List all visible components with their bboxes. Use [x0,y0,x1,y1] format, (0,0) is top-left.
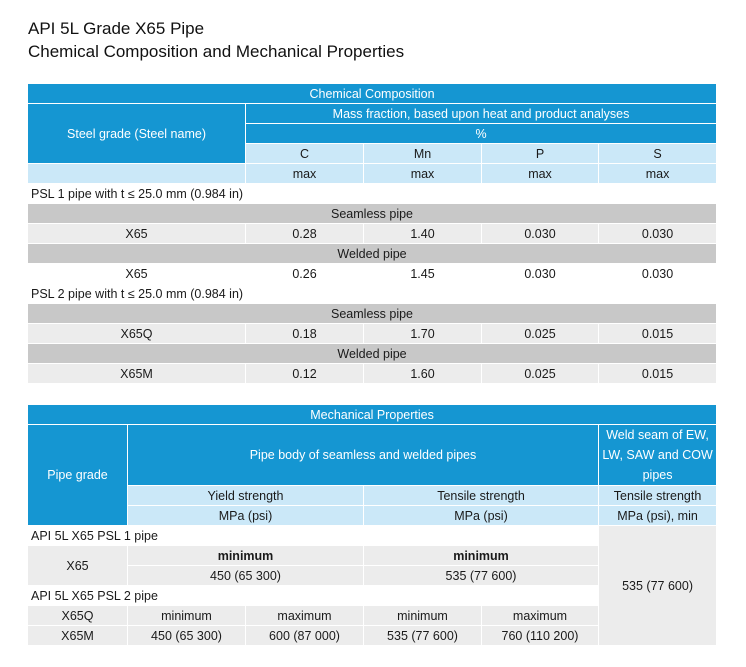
table-row: X65 0.28 1.40 0.030 0.030 [27,223,718,244]
grade-cell: X65M [27,363,246,384]
table-row: X65Q minimum maximum minimum maximum [27,605,717,626]
grade-cell: X65M [27,625,128,646]
steel-grade-header: Steel grade (Steel name) [27,103,246,164]
grade-cell: X65Q [27,323,246,344]
welded-pipe-label: Welded pipe [26,243,718,264]
limit-label: max [481,163,599,184]
tensile-max-value: 760 (110 200) [481,625,599,646]
limit-label: max [363,163,482,184]
page-title: API 5L Grade X65 Pipe [28,19,205,38]
blank-cell [27,163,246,184]
value-cell: 0.18 [245,323,364,344]
value-cell: 0.030 [597,223,718,244]
weld-seam-header: Weld seam of EW, LW, SAW and COW pipes [597,424,718,486]
yield-minimum-label: minimum [127,605,246,626]
element-header-mn: Mn [363,143,482,164]
grade-cell: X65 [27,545,128,586]
pipe-grade-header: Pipe grade [27,424,128,526]
weld-unit: MPa (psi), min [597,505,718,526]
value-cell: 1.45 [363,263,482,284]
value-cell: 0.26 [245,263,364,284]
chemical-table-title: Chemical Composition [26,83,718,104]
weld-tensile-header: Tensile strength [597,485,718,506]
page-subtitle: Chemical Composition and Mechanical Prop… [28,42,405,61]
weld-tensile-value: 535 (77 600) [597,525,718,646]
limit-label: max [245,163,364,184]
table-row: X65M 450 (65 300) 600 (87 000) 535 (77 6… [27,625,717,646]
tensile-minimum-label: minimum [363,545,599,566]
table-row: X65 minimum minimum [27,545,717,586]
value-cell: 0.015 [597,323,718,344]
psl1-section-label: PSL 1 pipe with t ≤ 25.0 mm (0.984 in) [26,183,718,204]
element-header-p: P [481,143,599,164]
tensile-maximum-label: maximum [481,605,599,626]
tensile-minimum-label: minimum [363,605,482,626]
value-cell: 1.70 [363,323,482,344]
mechanical-properties-table: Mechanical Properties Pipe grade Pipe bo… [26,404,718,646]
psl2-section-label: PSL 2 pipe with t ≤ 25.0 mm (0.984 in) [26,283,718,304]
element-header-s: S [597,143,718,164]
yield-strength-header: Yield strength [127,485,364,506]
grade-cell: X65 [27,223,246,244]
psl2-section-label: API 5L X65 PSL 2 pipe [27,585,599,606]
table-row: X65M 0.12 1.60 0.025 0.015 [27,363,718,384]
yield-max-value: 600 (87 000) [245,625,364,646]
yield-minimum-label: minimum [127,545,364,566]
percent-unit-header: % [244,123,718,144]
value-cell: 0.030 [481,263,599,284]
seamless-pipe-label: Seamless pipe [26,303,718,324]
value-cell: 0.28 [245,223,364,244]
grade-cell: X65Q [27,605,128,626]
value-cell: 1.40 [363,223,482,244]
table-row: X65Q 0.18 1.70 0.025 0.015 [27,323,718,344]
grade-cell: X65 [27,263,246,284]
welded-pipe-label: Welded pipe [26,343,718,364]
value-cell: 0.030 [481,223,599,244]
pipe-body-header: Pipe body of seamless and welded pipes [127,424,599,486]
yield-min-value: 450 (65 300) [127,565,364,586]
element-header-c: C [245,143,364,164]
tensile-strength-header: Tensile strength [363,485,599,506]
yield-maximum-label: maximum [245,605,364,626]
tensile-min-value: 535 (77 600) [363,565,599,586]
limit-label: max [597,163,718,184]
mass-fraction-header: Mass fraction, based upon heat and produ… [244,103,718,124]
table-row: 450 (65 300) 535 (77 600) [27,565,717,586]
tensile-unit: MPa (psi) [363,505,599,526]
table-row: X65 0.26 1.45 0.030 0.030 [27,263,718,284]
value-cell: 1.60 [363,363,482,384]
seamless-pipe-label: Seamless pipe [26,203,718,224]
value-cell: 0.12 [245,363,364,384]
value-cell: 0.015 [597,363,718,384]
value-cell: 0.025 [481,323,599,344]
chemical-composition-table: Chemical Composition Steel grade (Steel … [26,83,718,384]
tensile-min-value: 535 (77 600) [363,625,482,646]
yield-unit: MPa (psi) [127,505,364,526]
value-cell: 0.025 [481,363,599,384]
value-cell: 0.030 [597,263,718,284]
yield-min-value: 450 (65 300) [127,625,246,646]
psl1-section-label: API 5L X65 PSL 1 pipe [27,525,599,546]
mechanical-table-title: Mechanical Properties [26,404,718,425]
